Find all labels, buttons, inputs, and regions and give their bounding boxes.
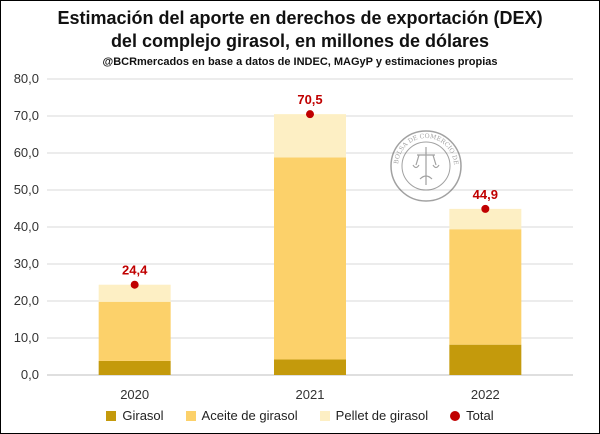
x-tick-label: 2022 — [471, 387, 500, 402]
total-data-label: 24,4 — [122, 263, 148, 278]
x-tick-label: 2020 — [120, 387, 149, 402]
chart-title: Estimación del aporte en derechos de exp… — [1, 7, 599, 53]
legend-swatch — [450, 410, 461, 421]
bar-pellet-de-girasol — [98, 284, 171, 302]
legend-item: Total — [450, 408, 494, 423]
legend-label: Pellet de girasol — [335, 408, 429, 423]
svg-text:BOLSA DE COMERCIO DE ROSARIO: BOLSA DE COMERCIO DE ROSARIO — [389, 129, 459, 166]
legend-item: Aceite de girasol — [185, 408, 298, 423]
y-tick-label: 80,0 — [14, 71, 39, 86]
bar-aceite-de-girasol — [98, 301, 171, 361]
legend-label: Total — [466, 408, 494, 423]
y-tick-label: 40,0 — [14, 219, 39, 234]
seal-text: BOLSA DE COMERCIO DE ROSARIO — [389, 129, 459, 166]
y-tick-label: 70,0 — [14, 108, 39, 123]
y-tick-label: 10,0 — [14, 330, 39, 345]
legend-swatch — [319, 410, 330, 421]
x-tick-label: 2021 — [296, 387, 325, 402]
y-tick-label: 0,0 — [21, 367, 39, 382]
total-data-label: 44,9 — [473, 187, 498, 202]
legend-label: Aceite de girasol — [201, 408, 298, 423]
legend-item: Girasol — [106, 408, 164, 423]
bar-girasol — [274, 359, 346, 375]
y-tick-label: 50,0 — [14, 182, 39, 197]
bar-aceite-de-girasol — [274, 157, 346, 360]
legend-label: Girasol — [122, 408, 164, 423]
bar-pellet-de-girasol — [449, 208, 522, 230]
bar-girasol — [449, 344, 522, 375]
legend-item: Pellet de girasol — [319, 408, 429, 423]
legend-swatch — [185, 410, 196, 421]
bcr-seal-watermark: BOLSA DE COMERCIO DE ROSARIO — [389, 129, 462, 202]
total-point — [306, 110, 314, 119]
bar-aceite-de-girasol — [449, 229, 522, 345]
total-point — [481, 204, 490, 213]
legend: Girasol Aceite de girasol Pellet de giraso… — [1, 408, 599, 423]
total-point — [130, 280, 139, 289]
chart-title-line-1: Estimación del aporte en derechos de exp… — [57, 8, 543, 28]
bar-girasol — [98, 360, 171, 375]
total-data-label: 70,5 — [297, 92, 322, 107]
chart-subtitle: @BCRmercados en base a datos de INDEC, M… — [102, 56, 498, 68]
y-tick-label: 30,0 — [14, 256, 39, 271]
bar-pellet-de-girasol — [274, 114, 346, 158]
y-tick-label: 20,0 — [14, 293, 39, 308]
legend-swatch — [106, 410, 117, 421]
y-tick-label: 60,0 — [14, 145, 39, 160]
chart-title-line-2: del complejo girasol, en millones de dól… — [110, 31, 490, 51]
